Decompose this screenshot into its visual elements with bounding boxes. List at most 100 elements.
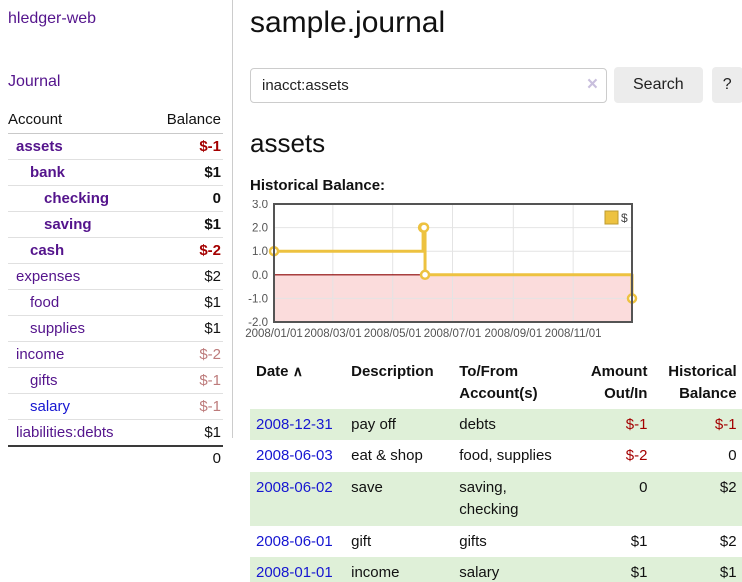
- column-header-balance[interactable]: Historical Balance: [668, 363, 737, 402]
- account-row: gifts $-1: [8, 368, 223, 394]
- chart-marker: [419, 269, 431, 281]
- legend-swatch: [604, 210, 619, 225]
- cell-amount: 0: [639, 479, 648, 496]
- legend-label: $: [621, 211, 628, 225]
- account-link-salary[interactable]: salary: [30, 398, 71, 415]
- account-balance: $1: [204, 164, 221, 181]
- cell-amount: $1: [630, 564, 648, 582]
- account-balance: $1: [204, 424, 221, 441]
- account-link-income[interactable]: income: [16, 346, 65, 363]
- column-header-date[interactable]: Date ∧: [256, 363, 303, 380]
- y-tick-label: 2.0: [252, 223, 268, 235]
- account-row: bank $1: [8, 160, 223, 186]
- chart-border: [273, 203, 633, 323]
- y-tick-label: 3.0: [252, 200, 268, 211]
- cell-balance: $-1: [714, 415, 737, 433]
- cell-accounts: gifts: [459, 532, 487, 550]
- account-link-saving[interactable]: saving: [44, 216, 92, 233]
- chart-marker: [418, 222, 430, 233]
- account-balance: $-1: [199, 138, 221, 155]
- account-column-header: Account: [8, 111, 63, 128]
- y-tick-label: 1.0: [252, 246, 268, 258]
- account-link-checking[interactable]: checking: [44, 190, 110, 207]
- account-row: saving $1: [8, 212, 223, 238]
- account-row: food $1: [8, 290, 223, 316]
- register-table: Date ∧ Description To/From Account(s) Am…: [250, 357, 742, 582]
- cell-accounts: debts: [459, 415, 496, 433]
- cell-balance: 0: [728, 447, 737, 465]
- cell-date: 2008-01-01: [250, 557, 345, 582]
- transaction-date-link[interactable]: 2008-06-03: [256, 447, 333, 465]
- cell-balance: $2: [719, 532, 737, 550]
- x-tick-label: 2008/05/01: [364, 328, 422, 340]
- cell-accounts: saving, checking: [459, 479, 519, 518]
- search-button[interactable]: Search: [614, 67, 703, 103]
- account-balance: $2: [204, 268, 221, 285]
- main-content: sample.journal × Search ? assets Histori…: [233, 0, 742, 582]
- page-title: sample.journal: [250, 6, 446, 39]
- cell-date: 2008-06-02: [250, 472, 345, 526]
- x-tick-label: 2008/03/01: [304, 328, 362, 340]
- cell-amount: $-1: [625, 415, 648, 433]
- x-tick-label: 2008/07/01: [424, 328, 482, 340]
- column-header-amount[interactable]: Amount Out/In: [590, 363, 648, 402]
- account-link-assets[interactable]: assets: [16, 138, 63, 155]
- cell-description: save: [351, 479, 383, 496]
- brand-link[interactable]: hledger-web: [8, 10, 97, 27]
- account-balance: $1: [204, 216, 221, 233]
- clear-search-icon[interactable]: ×: [586, 73, 598, 95]
- account-balance: $1: [204, 320, 221, 337]
- account-link-expenses[interactable]: expenses: [16, 268, 81, 285]
- account-row: assets $-1: [8, 134, 223, 160]
- register-header-row: Date ∧ Description To/From Account(s) Am…: [250, 357, 742, 409]
- cell-description: pay off: [351, 415, 396, 433]
- account-tree: assets $-1 bank $1 checking 0 saving $1 cash $-2 e…: [8, 134, 223, 446]
- account-link-bank[interactable]: bank: [30, 164, 66, 181]
- account-link-food[interactable]: food: [30, 294, 60, 311]
- table-row: 2008-06-01 gift gifts $1 $2: [250, 526, 742, 558]
- column-header-description[interactable]: Description: [351, 363, 434, 380]
- search-bar: × Search ?: [250, 67, 742, 103]
- account-balance: 0: [212, 190, 221, 207]
- sort-asc-icon: ∧: [292, 363, 303, 379]
- cell-balance: $2: [719, 479, 737, 496]
- x-tick-label: 2008/09/01: [485, 328, 543, 340]
- cell-description: eat & shop: [351, 447, 423, 465]
- account-balance: $1: [204, 294, 221, 311]
- total-balance: 0: [212, 450, 221, 467]
- account-total-row: 0: [8, 445, 223, 470]
- transaction-date-link[interactable]: 2008-06-02: [256, 479, 333, 496]
- account-link-gifts[interactable]: gifts: [30, 372, 58, 389]
- account-balance: $-1: [199, 372, 221, 389]
- cell-accounts: food, supplies: [459, 447, 552, 465]
- table-row: 2008-12-31 pay off debts $-1 $-1: [250, 408, 742, 441]
- cell-description: gift: [351, 532, 372, 550]
- account-link-supplies[interactable]: supplies: [30, 320, 86, 337]
- transaction-date-link[interactable]: 2008-01-01: [256, 564, 333, 582]
- cell-balance: $1: [719, 564, 737, 582]
- sidebar: hledger-web Journal Account Balance asse…: [0, 0, 233, 582]
- column-header-accounts[interactable]: To/From Account(s): [459, 363, 538, 402]
- transaction-date-link[interactable]: 2008-06-01: [256, 532, 333, 550]
- table-row: 2008-01-01 income salary $1 $1: [250, 557, 742, 582]
- account-link-cash[interactable]: cash: [30, 242, 65, 259]
- sidebar-item-journal[interactable]: Journal: [8, 73, 61, 90]
- y-tick-label: -2.0: [248, 317, 268, 329]
- account-row: supplies $1: [8, 316, 223, 342]
- account-table-header: Account Balance: [8, 108, 223, 134]
- help-button[interactable]: ?: [711, 67, 742, 103]
- cell-date: 2008-06-03: [250, 440, 345, 472]
- y-tick-label: -1.0: [248, 293, 268, 305]
- account-link-liabilities-debts[interactable]: liabilities:debts: [16, 424, 114, 441]
- account-balance: $-2: [199, 242, 221, 259]
- search-input[interactable]: [250, 67, 607, 103]
- cell-accounts: salary: [459, 564, 500, 582]
- account-balance-table: Account Balance assets $-1 bank $1 checking 0…: [8, 108, 223, 470]
- account-row: cash $-2: [8, 238, 223, 264]
- cell-date: 2008-12-31: [250, 409, 345, 441]
- transaction-date-link[interactable]: 2008-12-31: [256, 415, 333, 433]
- account-row: checking 0: [8, 186, 223, 212]
- table-row: 2008-06-02 save saving, checking 0 $2: [250, 472, 742, 526]
